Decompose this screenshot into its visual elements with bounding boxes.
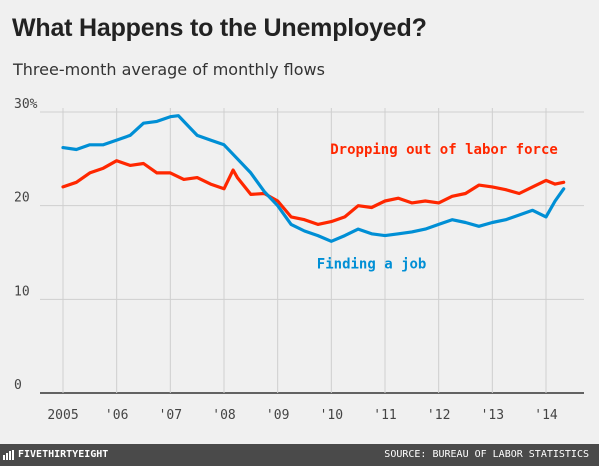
brand-name: FIVETHIRTYEIGHT [18, 449, 109, 460]
x-tick-label: '11 [373, 408, 396, 423]
x-tick-label: '12 [427, 408, 450, 423]
series-line-dropping-out-of-labor-force [61, 159, 566, 226]
chart-subtitle: Three-month average of monthly flows [13, 60, 325, 79]
line-chart: 2005 '06 '07 '08 '09 '10 '11 '12 '13 '14 0 10 20 30%… [14, 97, 584, 423]
source-note: SOURCE: BUREAU OF LABOR STATISTICS [384, 449, 589, 460]
y-tick-labels: 0 10 20 30% [14, 97, 38, 393]
fivethirtyeight-logo-icon [3, 450, 14, 460]
series-label: Dropping out of labor force [330, 142, 558, 158]
footer-bar: FIVETHIRTYEIGHT SOURCE: BUREAU OF LABOR … [0, 444, 599, 466]
chart-title: What Happens to the Unemployed? [12, 14, 427, 42]
y-tick-label: 0 [14, 378, 22, 393]
y-tick-label: 10 [14, 284, 30, 299]
series-label: Finding a job [317, 256, 427, 272]
x-tick-label: '10 [320, 408, 343, 423]
y-tick-label: 30% [14, 97, 38, 112]
y-tick-label: 20 [14, 191, 30, 206]
x-tick-label: '08 [212, 408, 235, 423]
x-tick-label: '09 [266, 408, 289, 423]
series-labels: Dropping out of labor force Finding a job [317, 142, 558, 272]
series-line-finding-a-job [61, 114, 566, 243]
x-tick-label: '13 [481, 408, 504, 423]
series-layer [61, 114, 566, 243]
x-tick-label: '14 [534, 408, 558, 423]
x-tick-label: '06 [105, 408, 128, 423]
x-tick-label: 2005 [47, 408, 78, 423]
x-tick-label: '07 [159, 408, 182, 423]
grid-layer [40, 108, 584, 394]
x-tick-labels: 2005 '06 '07 '08 '09 '10 '11 '12 '13 '14 [47, 408, 558, 423]
